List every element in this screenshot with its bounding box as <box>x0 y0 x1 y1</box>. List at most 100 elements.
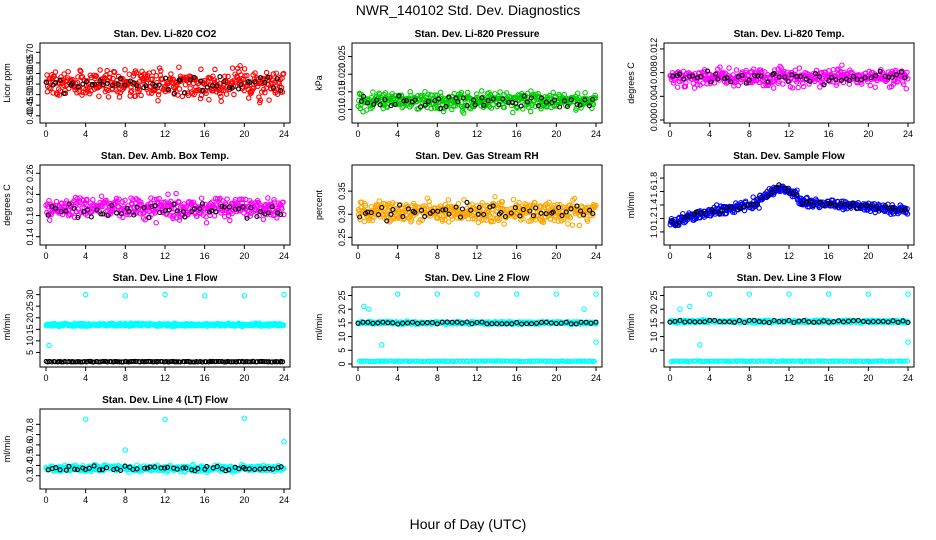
data-point <box>481 211 487 218</box>
data-point <box>98 193 105 199</box>
mean-point <box>672 318 678 324</box>
x-tick-label: 16 <box>200 129 210 139</box>
data-point <box>593 202 599 209</box>
data-point <box>148 90 155 96</box>
data-point <box>685 213 691 219</box>
data-point <box>471 97 477 103</box>
mean-point <box>558 320 564 326</box>
data-point <box>405 206 411 212</box>
data-point <box>397 202 403 208</box>
data-point <box>61 90 67 96</box>
x-tick-label: 4 <box>395 129 400 139</box>
data-point <box>798 358 804 364</box>
y-tick-label: 0.14 <box>25 228 35 246</box>
y-tick-label: 0.26 <box>25 165 35 183</box>
data-point <box>84 196 90 203</box>
data-point <box>492 90 498 97</box>
x-tick-label: 12 <box>160 251 170 261</box>
data-point <box>503 90 510 96</box>
data-point <box>904 211 911 217</box>
y-axis-label: ml/min <box>2 314 12 341</box>
y-tick-label: 0.012 <box>649 38 659 61</box>
y-tick-label: 1.8 <box>649 172 659 185</box>
data-point <box>524 99 530 105</box>
data-point <box>109 202 115 209</box>
outlier-point <box>677 306 683 312</box>
data-point <box>155 92 162 98</box>
data-point <box>858 77 865 83</box>
data-point <box>729 204 735 210</box>
x-tick-label: 20 <box>551 129 561 139</box>
data-point <box>388 211 394 217</box>
data-point <box>427 213 434 219</box>
x-tick-label: 12 <box>784 251 794 261</box>
data-point <box>69 80 75 86</box>
data-point <box>493 358 499 364</box>
data-point <box>468 358 474 364</box>
data-point <box>899 207 905 213</box>
mean-point <box>870 318 876 325</box>
data-point <box>65 68 71 75</box>
data-point <box>111 69 118 76</box>
data-point <box>362 202 369 209</box>
data-point <box>850 73 856 80</box>
data-point <box>590 96 596 103</box>
data-point <box>131 212 137 218</box>
data-point <box>773 185 780 191</box>
mean-point <box>687 318 693 324</box>
mean-point <box>806 319 812 325</box>
data-point <box>877 68 883 74</box>
data-point <box>75 214 81 221</box>
data-point <box>438 105 444 111</box>
x-tick-label: 24 <box>591 373 601 383</box>
mean-point <box>429 320 435 326</box>
data-point <box>43 80 50 86</box>
data-point <box>392 101 398 108</box>
data-point <box>115 89 121 95</box>
data-point <box>814 358 820 364</box>
data-point <box>684 359 691 365</box>
data-point <box>723 210 730 217</box>
x-tick-label: 8 <box>435 129 440 139</box>
data-point <box>58 208 64 215</box>
data-point <box>492 194 498 200</box>
data-point <box>483 217 489 223</box>
data-point <box>569 359 575 365</box>
data-point <box>521 93 527 99</box>
data-point <box>455 99 461 105</box>
data-point <box>173 190 179 197</box>
data-point <box>118 211 125 217</box>
chart-panel-3: Stan. Dev. Li-820 Temp.degrees C0 4 8 12 16 2… <box>626 29 915 139</box>
data-point <box>677 71 683 77</box>
y-tick-label: 30 <box>25 290 35 300</box>
mean-point <box>865 319 871 325</box>
data-point <box>705 68 711 74</box>
data-point <box>516 200 522 206</box>
data-point <box>889 68 896 75</box>
data-point <box>278 211 284 217</box>
data-point <box>119 198 126 205</box>
data-point <box>214 83 220 89</box>
data-point <box>478 88 485 94</box>
panel-title: Stan. Dev. Li-820 CO2 <box>114 29 217 40</box>
mean-point <box>444 319 450 325</box>
y-axis-label: ml/min <box>626 314 636 341</box>
data-point <box>240 196 246 203</box>
data-point <box>122 66 128 73</box>
data-point <box>817 84 823 90</box>
data-point <box>817 199 823 205</box>
y-tick-label: 15 <box>649 318 659 328</box>
data-point <box>104 67 110 74</box>
data-point <box>789 72 795 78</box>
mean-point <box>578 319 584 325</box>
x-tick-label: 20 <box>239 251 249 261</box>
mean-point <box>524 321 530 327</box>
x-tick-label: 8 <box>747 251 752 261</box>
data-point <box>535 103 541 109</box>
data-point <box>715 76 721 82</box>
mean-point <box>593 319 599 325</box>
x-tick-label: 20 <box>863 129 873 139</box>
data-point <box>252 79 258 85</box>
data-point <box>268 80 275 86</box>
